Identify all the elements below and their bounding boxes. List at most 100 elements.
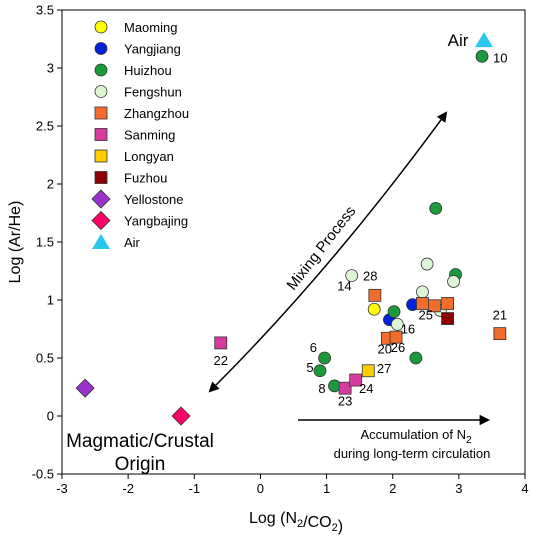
point-huizhou <box>409 351 423 365</box>
point-label: 8 <box>318 381 325 396</box>
legend-label: Yangjiang <box>124 42 181 57</box>
accumulation-annotation-line1: Accumulation of N2 <box>360 427 472 446</box>
legend-marker <box>92 234 110 249</box>
x-axis-title: Log (N2/CO2) <box>249 510 343 535</box>
x-tick-label: 1 <box>323 481 330 496</box>
point-zhangzhou <box>368 288 382 302</box>
axis-title-part: /CO <box>303 514 331 531</box>
axis-title-part: Log (Ar/He) <box>7 201 24 284</box>
point-longyan <box>361 364 375 378</box>
x-tick-label: 0 <box>257 481 264 496</box>
x-tick-label: -2 <box>122 481 134 496</box>
legend-marker <box>91 189 111 209</box>
mixing-arrow <box>208 111 448 393</box>
legend-label: Fengshun <box>124 85 182 100</box>
axis-title-part: 2 <box>332 522 338 534</box>
point-zhangzhou <box>389 330 403 344</box>
y-tick-label: 3.5 <box>36 3 54 18</box>
magmatic-annotation-line1: Magmatic/Crustal <box>66 431 214 452</box>
legend-label: Fuzhou <box>124 171 167 186</box>
legend-label: Huizhou <box>124 63 172 78</box>
point-fengshun <box>447 275 460 288</box>
point-label: 5 <box>306 360 313 375</box>
y-tick-label: 2.5 <box>36 119 54 134</box>
y-tick-label: 0 <box>47 409 54 424</box>
legend-label: Zhangzhou <box>124 106 189 121</box>
annotation-arrows <box>208 111 491 426</box>
point-huizhou <box>429 201 443 215</box>
point-maoming <box>367 302 381 316</box>
axis-title-part: Log (N <box>249 510 297 527</box>
point-label: 26 <box>391 340 405 355</box>
axis-title-part: ) <box>338 518 343 535</box>
point-huizhou <box>318 351 331 365</box>
accumulation-subscript: 2 <box>466 435 472 446</box>
point-huizhou <box>475 50 489 63</box>
y-tick-label: 1.5 <box>36 235 54 250</box>
axis-titles: Log (N2/CO2)Log (Ar/He) <box>7 201 343 535</box>
legend-label: Air <box>124 235 141 250</box>
point-label: 27 <box>377 361 391 376</box>
air-annotation: Air <box>448 31 469 50</box>
point-label: 21 <box>493 308 507 323</box>
point-huizhou <box>387 305 401 319</box>
data-points <box>75 32 507 426</box>
accumulation-annotation-line2: during long-term circulation <box>334 446 491 461</box>
point-label: 6 <box>310 340 317 355</box>
legend-marker <box>94 63 108 77</box>
point-label: 20 <box>378 341 392 356</box>
point-zhangzhou <box>493 327 507 341</box>
legend: Maoming Yangjiang Huizhou Fengshun Zhangzhou… <box>91 20 189 250</box>
point-yangbajing <box>171 406 191 426</box>
legend-label: Maoming <box>124 20 177 35</box>
point-fuzhou <box>441 312 455 325</box>
x-tick-label: 4 <box>521 481 528 496</box>
axis-ticks: -3 -2 -1 0 1 2 3 4-0.500.511.522.533.5 <box>32 3 529 497</box>
point-label: 10 <box>493 50 507 65</box>
point-label: 28 <box>363 268 377 283</box>
y-tick-label: -0.5 <box>32 467 54 482</box>
y-tick-label: 2 <box>47 177 54 192</box>
legend-label: Yellostone <box>124 192 184 207</box>
legend-label: Longyan <box>124 149 174 164</box>
point-fengshun <box>390 317 404 331</box>
point-fengshun <box>420 257 434 271</box>
point-zhangzhou <box>441 297 455 310</box>
point-air <box>474 32 493 48</box>
legend-marker <box>94 171 108 184</box>
point-label: 14 <box>337 279 351 294</box>
x-tick-label: 2 <box>389 481 396 496</box>
legend-marker <box>94 149 108 163</box>
magmatic-annotation-line2: Origin <box>115 454 166 475</box>
y-tick-label: 0.5 <box>36 351 54 366</box>
legend-label: Sanming <box>124 128 175 143</box>
point-sanming <box>214 336 228 350</box>
point-label: 23 <box>338 394 352 409</box>
x-tick-label: -1 <box>189 481 201 496</box>
point-yellostone <box>75 378 95 398</box>
y-axis-title: Log (Ar/He) <box>7 201 24 284</box>
legend-marker <box>91 210 111 231</box>
legend-marker <box>94 20 108 34</box>
point-fengshun <box>416 285 429 299</box>
point-label: 25 <box>419 308 433 323</box>
legend-marker <box>94 85 108 98</box>
point-label: 16 <box>401 322 415 337</box>
y-tick-label: 1 <box>47 293 54 308</box>
point-label: 24 <box>359 381 373 396</box>
point-zhangzhou <box>427 299 441 313</box>
legend-marker <box>94 42 108 55</box>
legend-label: Yangbajing <box>124 214 188 229</box>
point-huizhou <box>313 364 327 378</box>
x-tick-label: 3 <box>455 481 462 496</box>
point-sanming <box>349 373 363 387</box>
axis-title-part: 2 <box>297 518 303 530</box>
legend-marker <box>94 128 108 141</box>
point-fengshun <box>345 269 359 283</box>
point-label: 22 <box>214 353 228 368</box>
y-tick-label: 3 <box>47 61 54 76</box>
x-tick-label: -3 <box>56 481 68 496</box>
legend-marker <box>94 106 108 120</box>
